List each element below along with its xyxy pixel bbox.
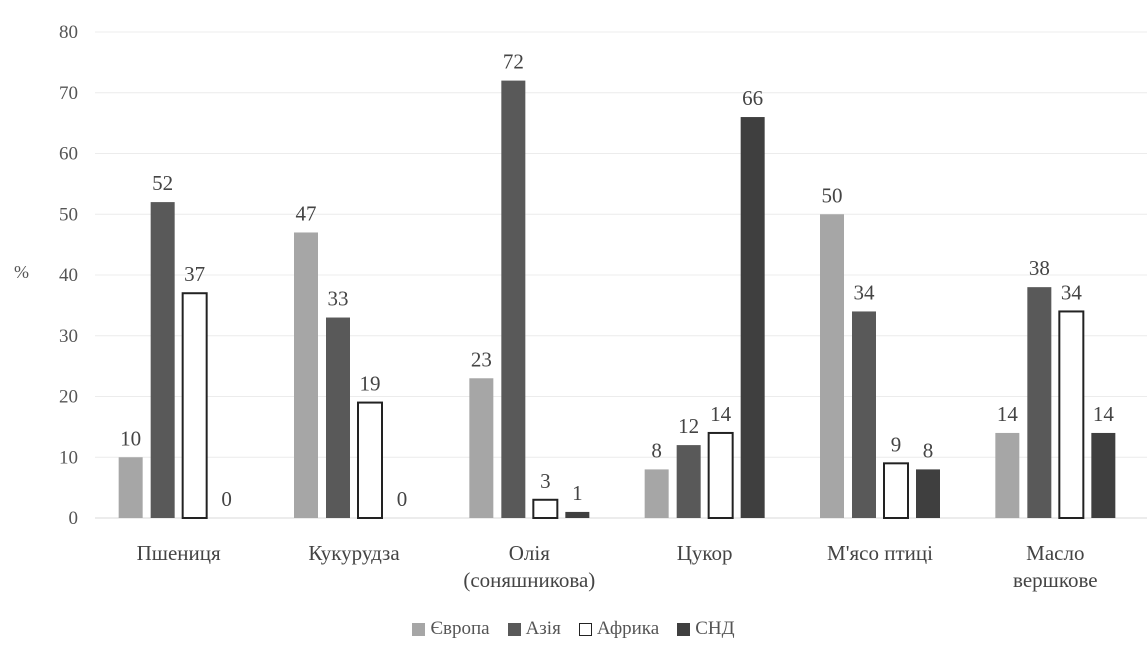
data-label: 0 — [397, 487, 408, 511]
y-tick-label: 80 — [59, 22, 78, 43]
legend-item: Європа — [412, 618, 490, 640]
data-label: 14 — [710, 402, 732, 426]
legend-label: Африка — [596, 618, 660, 639]
data-label: 50 — [822, 183, 843, 207]
category-label: (соняшникова) — [463, 568, 595, 592]
data-label: 9 — [891, 432, 902, 456]
y-tick-label: 0 — [69, 508, 79, 529]
bar-2 — [150, 202, 175, 518]
data-label: 10 — [120, 426, 141, 450]
bar-2 — [852, 311, 876, 518]
data-label: 14 — [1093, 402, 1115, 426]
category-label: Кукурудза — [308, 541, 400, 565]
category-label: Пшениця — [137, 541, 221, 565]
y-axis-title: % — [14, 262, 29, 282]
gridlines — [95, 31, 1147, 519]
legend-item: Азія — [507, 618, 561, 640]
legend-label: СНД — [695, 618, 735, 639]
data-label: 52 — [152, 171, 173, 195]
legend-label: Європа — [430, 618, 490, 639]
category-label: Цукор — [677, 541, 733, 565]
bar-1 — [995, 432, 1020, 518]
legend-swatch — [412, 622, 426, 636]
y-tick-label: 70 — [59, 83, 78, 104]
data-label: 34 — [1061, 280, 1083, 304]
data-label: 38 — [1029, 256, 1050, 280]
data-label: 47 — [296, 201, 317, 225]
bar-3 — [883, 462, 909, 520]
data-label: 72 — [503, 50, 524, 74]
legend-swatch — [578, 622, 592, 636]
bar-4 — [565, 511, 590, 518]
y-tick-label: 60 — [59, 144, 78, 165]
data-label: 3 — [540, 469, 551, 493]
legend: Європа Азія Африка СНД — [0, 618, 1147, 640]
bar-2 — [326, 317, 350, 518]
bar-1 — [469, 378, 494, 518]
bar-4 — [916, 469, 940, 518]
data-label: 1 — [572, 481, 583, 505]
legend-item: СНД — [677, 618, 735, 640]
bar-2 — [1027, 287, 1052, 518]
y-tick-label: 30 — [59, 326, 78, 347]
bar-3 — [357, 401, 383, 520]
bar-1 — [294, 232, 318, 518]
category-labels: Пшениця Кукурудза Олія (соняшникова) Цукор М'… — [137, 541, 1098, 592]
y-tick-label: 50 — [59, 204, 78, 225]
y-tick-label: 20 — [59, 387, 78, 408]
data-label: 37 — [184, 262, 205, 286]
bar-4 — [1091, 432, 1116, 518]
data-label: 66 — [742, 86, 763, 110]
bars — [118, 80, 1116, 520]
category-label: вершкове — [1013, 568, 1098, 592]
y-tick-label: 40 — [59, 265, 78, 286]
category-label: Олія — [509, 541, 550, 565]
data-label: 8 — [651, 438, 662, 462]
bar-2 — [676, 445, 701, 518]
data-label: 19 — [360, 372, 381, 396]
data-label: 14 — [997, 402, 1019, 426]
bar-1 — [644, 469, 669, 518]
legend-item: Африка — [578, 618, 660, 640]
data-label: 34 — [854, 280, 876, 304]
data-label: 8 — [923, 438, 934, 462]
category-label: М'ясо птиці — [827, 541, 933, 565]
bar-3 — [532, 498, 559, 519]
data-label: 23 — [471, 347, 492, 371]
bar-1 — [820, 214, 844, 518]
data-label: 33 — [328, 287, 349, 311]
legend-swatch — [677, 622, 691, 636]
bar-3 — [707, 431, 734, 520]
category-label: Масло — [1026, 541, 1084, 565]
bar-3 — [1058, 310, 1085, 520]
bar-3 — [181, 292, 208, 519]
legend-swatch — [507, 622, 521, 636]
bar-1 — [118, 457, 143, 518]
data-label: 12 — [678, 414, 699, 438]
y-tick-label: 10 — [59, 447, 78, 468]
bar-4 — [740, 117, 765, 519]
bar-2 — [501, 80, 526, 518]
y-axis-ticks: 0 10 20 30 40 50 60 70 80 — [59, 22, 78, 529]
data-label: 0 — [221, 487, 232, 511]
legend-label: Азія — [525, 618, 561, 639]
